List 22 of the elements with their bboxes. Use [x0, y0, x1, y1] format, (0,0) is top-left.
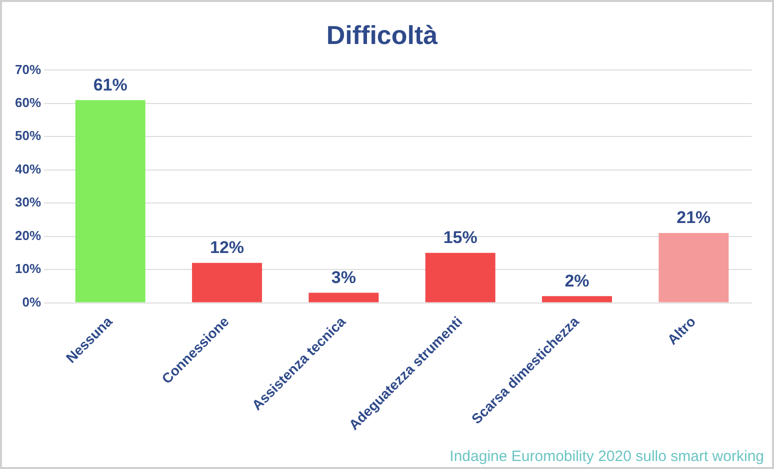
- y-tick-label: 50%: [14, 128, 42, 144]
- y-tick-label: 40%: [14, 161, 42, 176]
- data-label: 3%: [331, 268, 356, 287]
- chart-title: Difficoltà: [326, 20, 438, 50]
- y-tick-label: 30%: [14, 194, 42, 210]
- bar: [658, 232, 729, 302]
- y-tick-label: 70%: [14, 62, 42, 77]
- y-tick-label: 20%: [14, 228, 42, 243]
- data-label: 21%: [676, 208, 711, 228]
- data-label: 15%: [443, 228, 478, 248]
- y-tick-label: 60%: [14, 95, 42, 110]
- bar: [75, 100, 146, 302]
- bar: [542, 296, 612, 302]
- y-tick-label: 10%: [14, 261, 42, 276]
- y-tick-label: 0%: [22, 294, 42, 310]
- data-label: 2%: [564, 271, 590, 290]
- data-label: 12%: [210, 238, 244, 258]
- bar: [192, 262, 262, 302]
- text: Indagine Euromobility 2020 sullo smart working: [450, 448, 764, 465]
- data-label: 61%: [93, 75, 128, 94]
- bar: [425, 252, 496, 302]
- bar: [308, 292, 379, 302]
